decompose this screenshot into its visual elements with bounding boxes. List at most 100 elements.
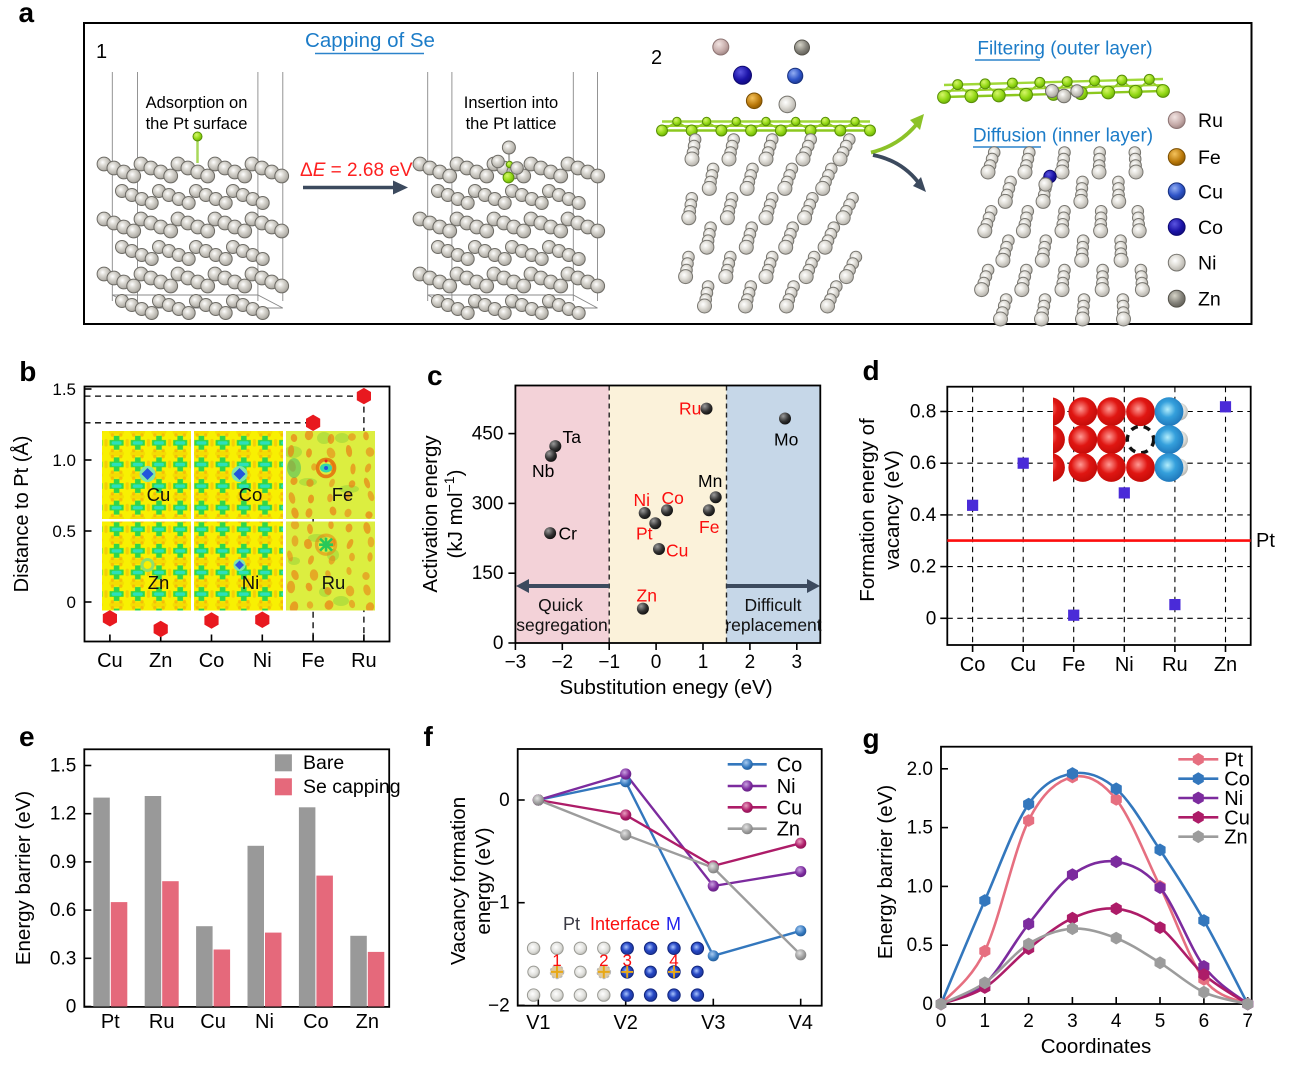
svg-text:1: 1 [96,41,107,63]
svg-text:Cu: Cu [97,650,123,672]
svg-text:3: 3 [622,951,631,970]
svg-text:2: 2 [745,652,756,673]
svg-text:0.5: 0.5 [52,522,76,541]
svg-text:Substitution enegy (eV): Substitution enegy (eV) [559,676,772,699]
svg-text:Zn: Zn [149,650,172,672]
svg-text:−1: −1 [598,652,620,673]
svg-text:Cu: Cu [200,1011,226,1033]
svg-text:Distance to Pt (Å): Distance to Pt (Å) [10,436,33,593]
svg-text:4: 4 [669,951,678,970]
svg-text:1.5: 1.5 [907,818,933,839]
svg-text:Bare: Bare [303,752,344,774]
svg-text:Fe: Fe [301,650,324,672]
svg-text:Ni: Ni [1115,654,1134,676]
svg-text:Ru: Ru [1198,110,1223,132]
svg-text:Mo: Mo [774,430,798,450]
svg-text:b: b [19,356,36,387]
svg-text:Zn: Zn [777,819,800,841]
svg-text:300: 300 [472,493,504,514]
svg-text:2: 2 [599,951,608,970]
svg-text:Zn: Zn [1214,654,1237,676]
svg-text:Pt: Pt [563,914,580,934]
svg-text:V4: V4 [788,1012,812,1034]
svg-text:0: 0 [66,997,77,1018]
svg-text:−3: −3 [505,652,527,673]
svg-text:0.3: 0.3 [50,948,76,969]
svg-text:1.0: 1.0 [907,876,933,897]
svg-text:Coordinates: Coordinates [1041,1035,1152,1058]
svg-text:Insertion into: Insertion into [464,94,558,112]
svg-text:Pt: Pt [1256,530,1275,552]
svg-text:a: a [19,0,35,28]
svg-text:segregation: segregation [516,615,607,635]
svg-text:Co: Co [662,488,684,508]
svg-text:Zn: Zn [356,1011,379,1033]
svg-text:V1: V1 [526,1012,550,1034]
svg-text:1: 1 [980,1011,991,1032]
svg-text:energy (eV): energy (eV) [472,827,495,934]
svg-text:1: 1 [552,951,561,970]
svg-text:0: 0 [651,652,662,673]
svg-text:the Pt surface: the Pt surface [146,115,248,133]
svg-text:0.5: 0.5 [907,935,933,956]
svg-text:0.6: 0.6 [50,900,76,921]
svg-text:vacancy (eV): vacancy (eV) [881,450,904,570]
svg-text:Ni: Ni [242,572,259,593]
svg-text:Cu: Cu [1198,181,1223,203]
svg-text:Cu: Cu [147,484,171,505]
svg-text:Ni: Ni [1198,253,1216,275]
svg-text:Fe: Fe [1062,654,1085,676]
svg-text:Co: Co [199,650,225,672]
svg-text:replacement: replacement [725,615,821,635]
svg-text:Ni: Ni [634,490,651,510]
svg-text:5: 5 [1155,1011,1166,1032]
svg-text:Ru: Ru [149,1011,175,1033]
svg-text:Ta: Ta [563,427,582,447]
svg-text:M: M [666,914,681,934]
svg-text:d: d [863,355,880,386]
svg-text:V2: V2 [613,1012,637,1034]
svg-text:2: 2 [651,47,662,69]
svg-text:Cr: Cr [559,524,578,544]
svg-text:g: g [863,723,880,754]
svg-text:Cu: Cu [777,797,803,819]
svg-text:Ru: Ru [679,399,701,419]
svg-text:Ni: Ni [1224,788,1243,810]
svg-text:Mn: Mn [698,471,722,491]
svg-text:Cu: Cu [666,541,688,561]
svg-text:0: 0 [936,1011,947,1032]
svg-text:0: 0 [67,593,76,612]
svg-text:−1: −1 [488,893,510,914]
svg-text:1.5: 1.5 [52,380,76,399]
svg-text:1.0: 1.0 [52,451,76,470]
svg-text:Zn: Zn [148,572,170,593]
svg-text:1.2: 1.2 [50,804,76,825]
svg-text:Zn: Zn [1198,289,1221,311]
svg-text:V3: V3 [701,1012,725,1034]
svg-text:0.6: 0.6 [910,453,936,474]
svg-text:Co: Co [1198,217,1223,239]
svg-text:Se capping: Se capping [303,776,401,798]
svg-text:Co: Co [777,754,803,776]
svg-text:Pt: Pt [101,1011,120,1033]
svg-text:Capping of Se: Capping of Se [305,29,435,52]
svg-text:4: 4 [1111,1011,1122,1032]
svg-text:0: 0 [493,633,504,654]
svg-text:6: 6 [1199,1011,1210,1032]
svg-text:0: 0 [499,790,510,811]
svg-text:Zn: Zn [637,586,657,606]
svg-text:Quick: Quick [538,595,583,615]
svg-text:Fe: Fe [699,517,719,537]
svg-text:3: 3 [1067,1011,1078,1032]
svg-text:Ni: Ni [255,1011,274,1033]
svg-text:Vacancy formation: Vacancy formation [447,797,470,965]
svg-text:Ni: Ni [777,776,796,798]
svg-text:1.5: 1.5 [50,756,76,777]
svg-text:Diffusion (inner layer): Diffusion (inner layer) [973,126,1153,147]
svg-text:e: e [19,721,35,752]
svg-text:Ni: Ni [253,650,272,672]
svg-text:Cu: Cu [1224,807,1250,829]
svg-text:Ru: Ru [1162,654,1188,676]
svg-text:1: 1 [698,652,709,673]
svg-text:Fe: Fe [1198,147,1221,169]
